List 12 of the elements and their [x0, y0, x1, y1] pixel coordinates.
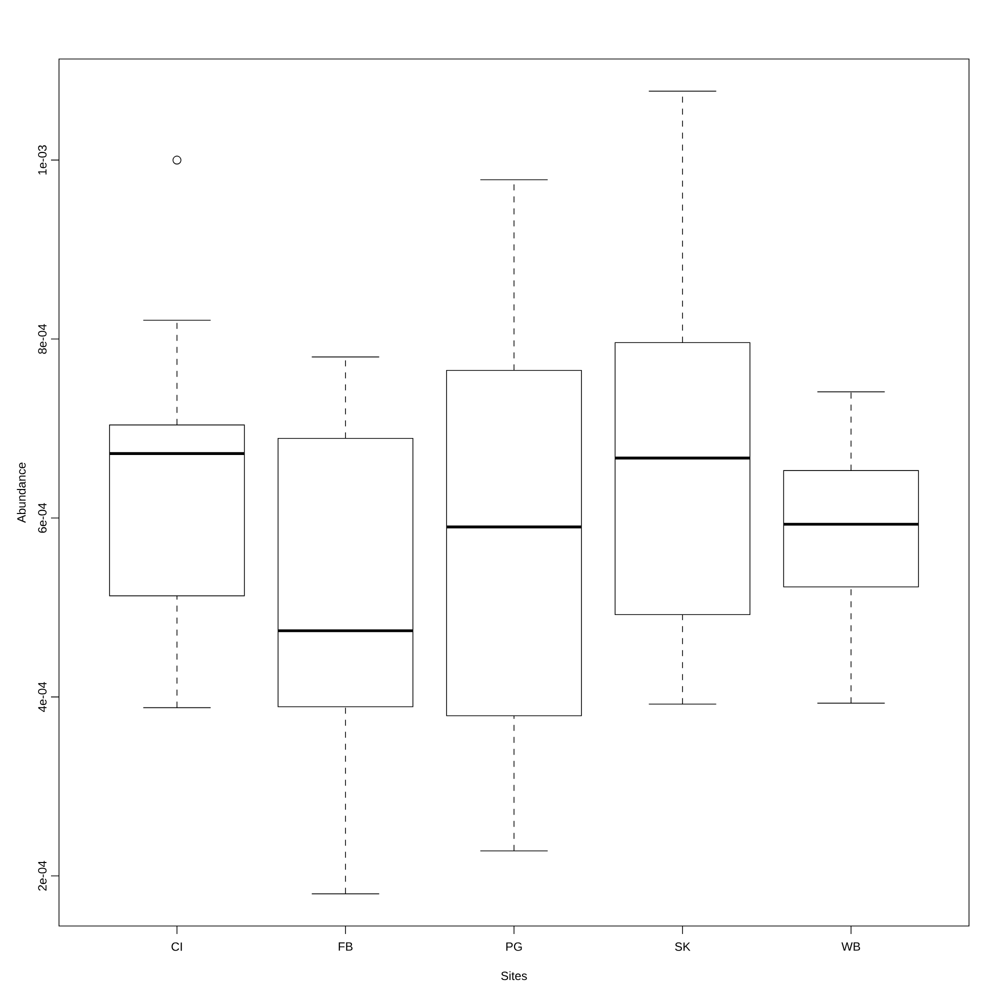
x-tick-label: FB [338, 942, 353, 951]
y-tick-label: 2e-04 [38, 860, 47, 891]
x-axis-title: Sites [501, 971, 527, 980]
x-tick-label: SK [675, 942, 690, 951]
y-tick-label: 6e-04 [38, 502, 47, 533]
x-tick-label: WB [841, 942, 860, 951]
y-tick-label: 4e-04 [38, 682, 47, 712]
y-tick-label: 8e-04 [38, 324, 47, 354]
x-tick-label: PG [506, 942, 522, 951]
y-axis-title: Abundance [16, 462, 26, 523]
y-tick-label: 1e-03 [38, 145, 47, 175]
x-tick-label: CI [172, 942, 182, 951]
